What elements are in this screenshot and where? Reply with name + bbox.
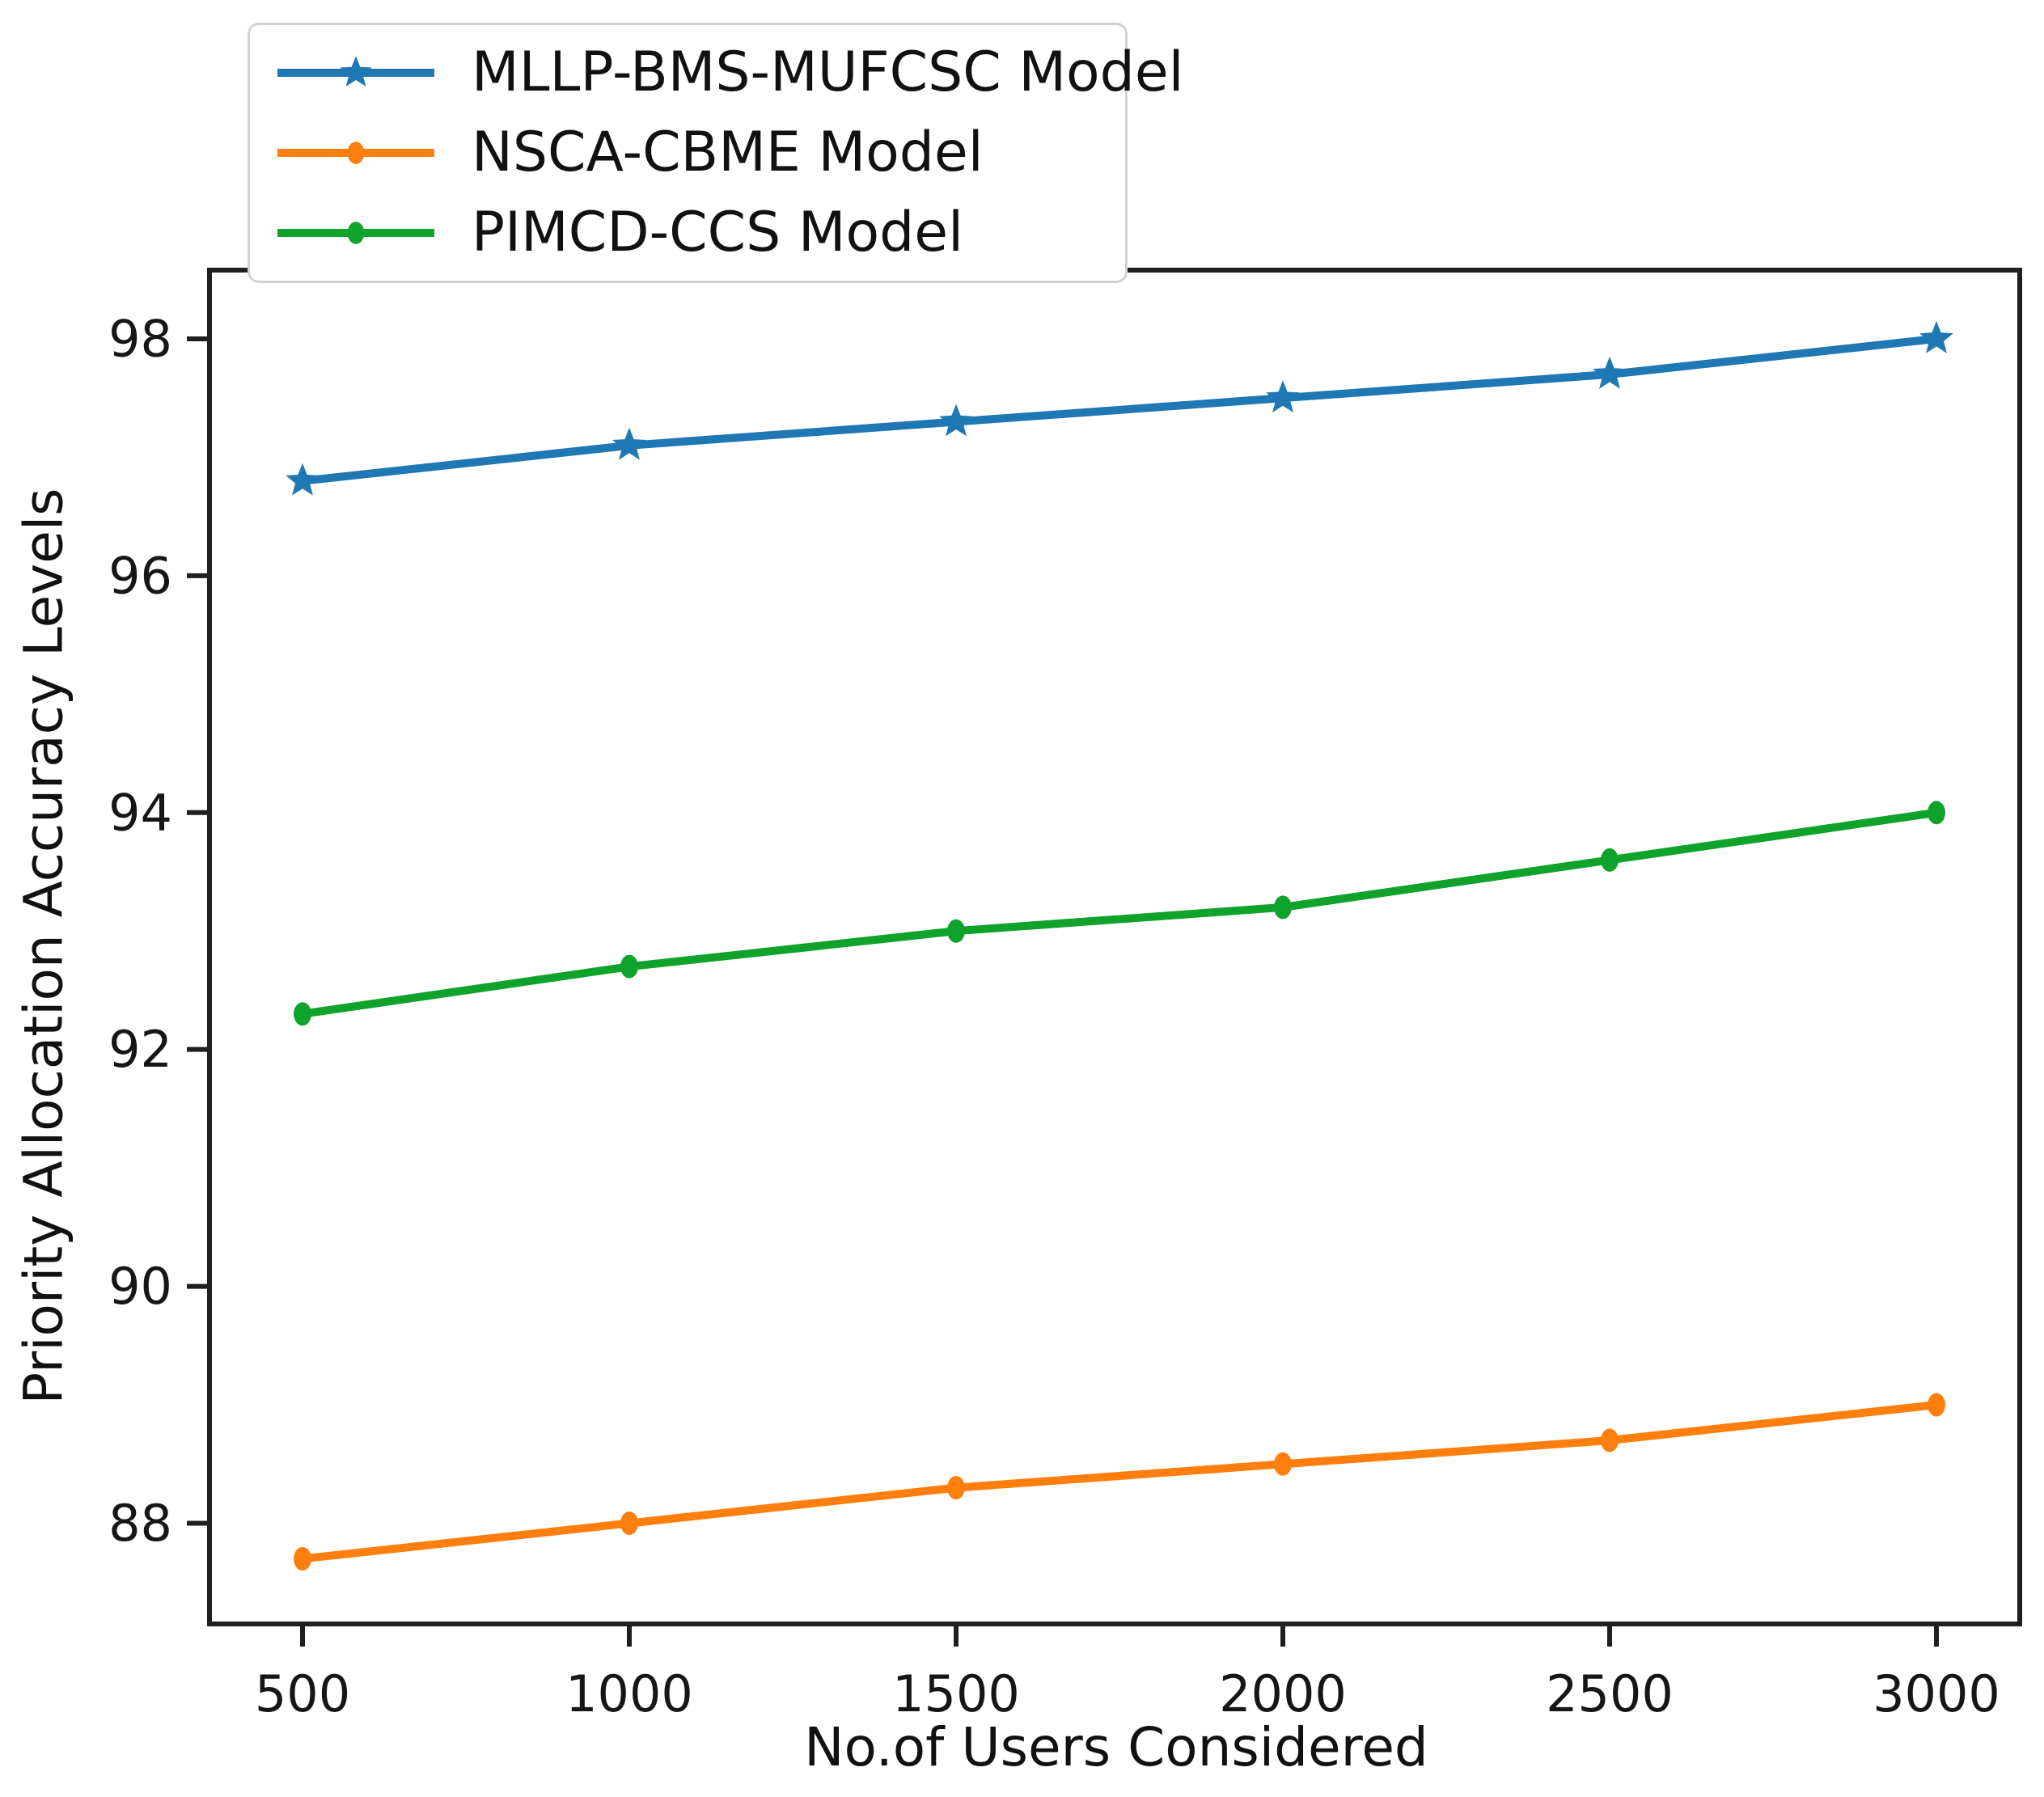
x-tick-label: 1500 <box>892 1664 1020 1723</box>
legend-marker-circle-sample <box>277 221 434 244</box>
plot-frame <box>207 268 2022 1626</box>
data-point-circle-marker <box>1928 1393 1945 1417</box>
legend-item-mllp-bms-mufcsc: MLLP-BMS-MUFCSC Model <box>271 40 1184 105</box>
data-point-star-marker <box>1266 380 1300 412</box>
y-tick-label: 98 <box>108 309 172 368</box>
data-point-circle-marker <box>1601 848 1619 872</box>
data-point-star-marker <box>286 463 320 496</box>
series-line-nsca-cbme-model <box>302 1401 1937 1563</box>
y-tick-label: 96 <box>108 546 172 605</box>
legend-label: PIMCD-CCS Model <box>472 200 964 264</box>
legend-label: MLLP-BMS-MUFCSC Model <box>472 40 1184 105</box>
data-point-circle-marker <box>294 1546 311 1571</box>
y-tick-label: 94 <box>108 783 172 842</box>
data-point-circle-marker <box>947 1476 965 1500</box>
legend-marker-star-sample <box>277 56 434 87</box>
x-tick-label: 1000 <box>565 1664 693 1723</box>
data-point-circle-marker <box>1274 1452 1292 1476</box>
legend: MLLP-BMS-MUFCSC Model NSCA-CBME Model PI… <box>248 23 1184 283</box>
y-tick-label: 88 <box>108 1494 172 1553</box>
legend-item-pimcd-ccs: PIMCD-CCS Model <box>271 201 1109 265</box>
legend-label: NSCA-CBME Model <box>472 120 984 184</box>
data-point-star-marker <box>612 427 646 460</box>
data-point-circle-marker <box>1601 1428 1619 1452</box>
data-point-star-marker <box>1593 356 1627 389</box>
data-point-star-marker <box>1919 320 1953 353</box>
series-line-pimcd-ccs-model <box>302 808 1937 1018</box>
legend-marker-circle-sample <box>277 142 434 164</box>
data-point-circle-marker <box>347 221 365 244</box>
y-tick-label: 90 <box>108 1257 172 1316</box>
data-point-circle-marker <box>620 1512 638 1536</box>
x-tick-label: 3000 <box>1873 1664 2000 1723</box>
data-point-star-marker <box>340 56 372 87</box>
series-line-mllp-bms-mufcsc-model <box>302 334 1937 485</box>
x-axis-title: No.of Users Considered <box>804 1716 1428 1778</box>
y-axis-title: Priority Allocation Accuracy Levels <box>12 488 75 1405</box>
data-point-circle-marker <box>1928 801 1945 825</box>
data-point-circle-marker <box>620 954 638 979</box>
data-point-circle-marker <box>347 142 365 164</box>
legend-item-nsca-cbme: NSCA-CBME Model <box>271 121 1109 185</box>
data-point-circle-marker <box>947 919 965 943</box>
x-tick-label: 2000 <box>1219 1664 1347 1723</box>
x-tick-label: 2500 <box>1546 1664 1674 1723</box>
data-point-circle-marker <box>294 1002 311 1026</box>
data-point-circle-marker <box>1274 895 1292 920</box>
y-tick-label: 92 <box>108 1020 172 1079</box>
data-point-star-marker <box>939 404 973 437</box>
x-tick-label: 500 <box>255 1664 350 1723</box>
